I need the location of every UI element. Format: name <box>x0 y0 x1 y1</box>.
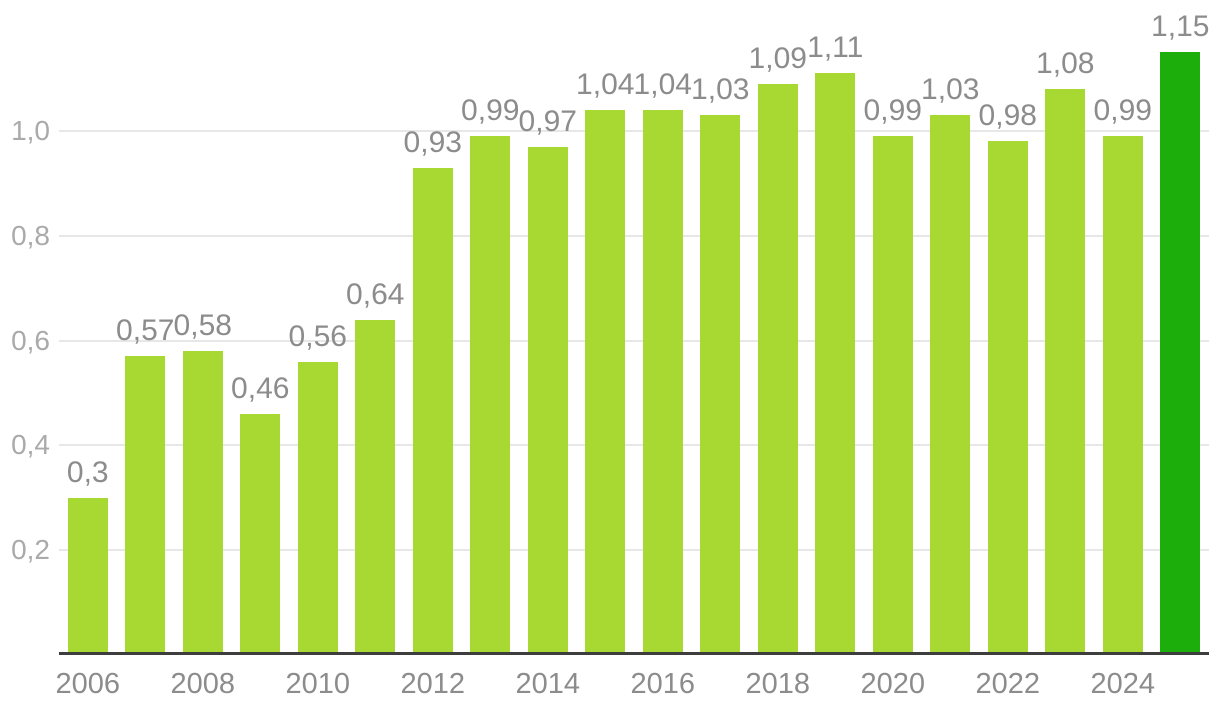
bar[interactable] <box>815 73 856 652</box>
bar-value-label: 0,3 <box>66 455 109 489</box>
bar-value-label: 0,98 <box>978 99 1037 133</box>
bar[interactable] <box>412 167 453 652</box>
bar-value-label: 0,56 <box>288 319 347 353</box>
x-axis-line <box>59 652 1209 655</box>
bar[interactable] <box>240 413 281 652</box>
bar-value-label: 0,64 <box>346 277 405 311</box>
bar-value-label: 0,93 <box>403 125 462 159</box>
plot-area: 0,3 0,57 0,58 0,46 0,56 0,64 0,93 0,99 0,97 1,04 1… <box>59 0 1209 655</box>
x-axis-tick-label: 2014 <box>515 668 581 700</box>
bar[interactable] <box>67 497 108 652</box>
bar[interactable] <box>527 146 568 652</box>
gridline <box>59 130 1209 132</box>
gridline <box>59 444 1209 447</box>
bar[interactable] <box>987 141 1028 652</box>
x-axis: 2006 2008 2010 2012 2014 2016 2018 2020 2022 2024 <box>55 666 1209 708</box>
bar-value-label: 0,46 <box>231 371 290 405</box>
gridline <box>59 339 1209 342</box>
bar-value-label: 1,03 <box>691 73 750 107</box>
bar-value-label: 1,15 <box>1151 10 1210 44</box>
bar[interactable] <box>297 361 338 652</box>
bar-value-label: 0,99 <box>1093 94 1152 128</box>
bar[interactable] <box>1160 52 1201 652</box>
y-axis-tick-label: 0,4 <box>11 429 50 461</box>
x-axis-tick-label: 2008 <box>170 668 236 700</box>
gridline <box>59 549 1209 552</box>
bar-value-label: 1,03 <box>921 73 980 107</box>
bar[interactable] <box>355 319 396 652</box>
bar-value-label: 1,04 <box>576 68 635 102</box>
y-axis-tick-label: 0,8 <box>11 219 50 251</box>
bar[interactable] <box>1045 89 1086 652</box>
bar[interactable] <box>1102 136 1143 652</box>
bar[interactable] <box>642 110 683 652</box>
bar-value-label: 0,99 <box>461 94 520 128</box>
x-axis-tick-label: 2018 <box>745 668 811 700</box>
bar[interactable] <box>125 356 166 652</box>
bar-value-label: 1,11 <box>807 31 864 65</box>
bar-value-label: 0,58 <box>173 309 232 343</box>
bar[interactable] <box>700 115 741 652</box>
y-axis: 0,2 0,4 0,6 0,8 1,0 <box>0 0 55 655</box>
bar[interactable] <box>757 83 798 652</box>
x-axis-tick-label: 2016 <box>630 668 696 700</box>
x-axis-tick-label: 2022 <box>975 668 1041 700</box>
y-axis-tick-label: 0,6 <box>11 324 50 356</box>
bar[interactable] <box>470 136 511 652</box>
x-axis-tick-label: 2024 <box>1090 668 1156 700</box>
bar-value-label: 0,97 <box>518 104 577 138</box>
x-axis-tick-label: 2010 <box>285 668 351 700</box>
bar-value-label: 0,99 <box>863 94 922 128</box>
x-axis-tick-label: 2012 <box>400 668 466 700</box>
y-axis-tick-label: 1,0 <box>11 115 50 146</box>
y-axis-tick-label: 0,2 <box>11 534 50 566</box>
bar-value-label: 1,04 <box>633 68 692 102</box>
bar-value-label: 1,08 <box>1036 47 1095 81</box>
bar[interactable] <box>182 351 223 652</box>
bar-value-label: 1,09 <box>748 41 807 75</box>
bar-value-label: 0,57 <box>116 314 175 348</box>
gridline <box>59 234 1209 237</box>
bar[interactable] <box>930 115 971 652</box>
bar[interactable] <box>585 110 626 652</box>
x-axis-tick-label: 2020 <box>860 668 926 700</box>
bar[interactable] <box>872 136 913 652</box>
x-axis-tick-label: 2006 <box>55 668 121 700</box>
